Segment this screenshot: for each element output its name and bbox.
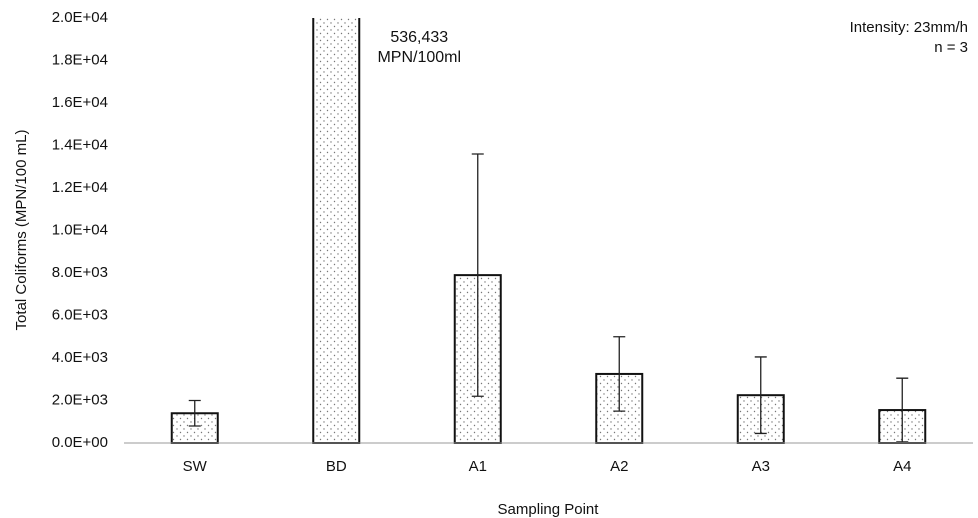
- y-axis-title: Total Coliforms (MPN/100 mL): [13, 130, 30, 331]
- y-tick-label: 1.4E+04: [52, 136, 108, 153]
- y-tick-label: 4.0E+03: [52, 349, 108, 366]
- y-tick-label: 8.0E+03: [52, 264, 108, 281]
- y-tick-label: 1.8E+04: [52, 51, 108, 68]
- error-bar: [613, 336, 626, 412]
- x-tick-label: A4: [893, 458, 911, 475]
- y-tick-label: 1.6E+04: [52, 94, 108, 111]
- annotation: n = 3: [934, 39, 968, 56]
- x-tick-label: A3: [752, 458, 770, 475]
- x-tick-label: A2: [610, 458, 628, 475]
- value-label-unit: MPN/100ml: [377, 49, 461, 66]
- value-label: 536,433: [390, 29, 448, 46]
- y-tick-label: 2.0E+04: [52, 9, 108, 26]
- x-tick-label: BD: [326, 458, 347, 475]
- y-tick-label: 1.0E+04: [52, 221, 108, 238]
- x-axis-title: Sampling Point: [498, 501, 600, 518]
- y-tick-label: 0.0E+00: [52, 434, 108, 451]
- x-tick-label: A1: [469, 458, 487, 475]
- error-bar: [896, 377, 909, 443]
- y-tick-label: 1.2E+04: [52, 179, 108, 196]
- x-tick-label: SW: [183, 458, 208, 475]
- y-tick-label: 2.0E+03: [52, 391, 108, 408]
- bar: [312, 18, 361, 444]
- error-bar: [471, 153, 484, 397]
- plot-area: [170, 18, 927, 444]
- error-bar: [754, 356, 767, 435]
- y-tick-label: 6.0E+03: [52, 306, 108, 323]
- annotation: Intensity: 23mm/h: [850, 19, 968, 36]
- error-bar: [188, 399, 201, 427]
